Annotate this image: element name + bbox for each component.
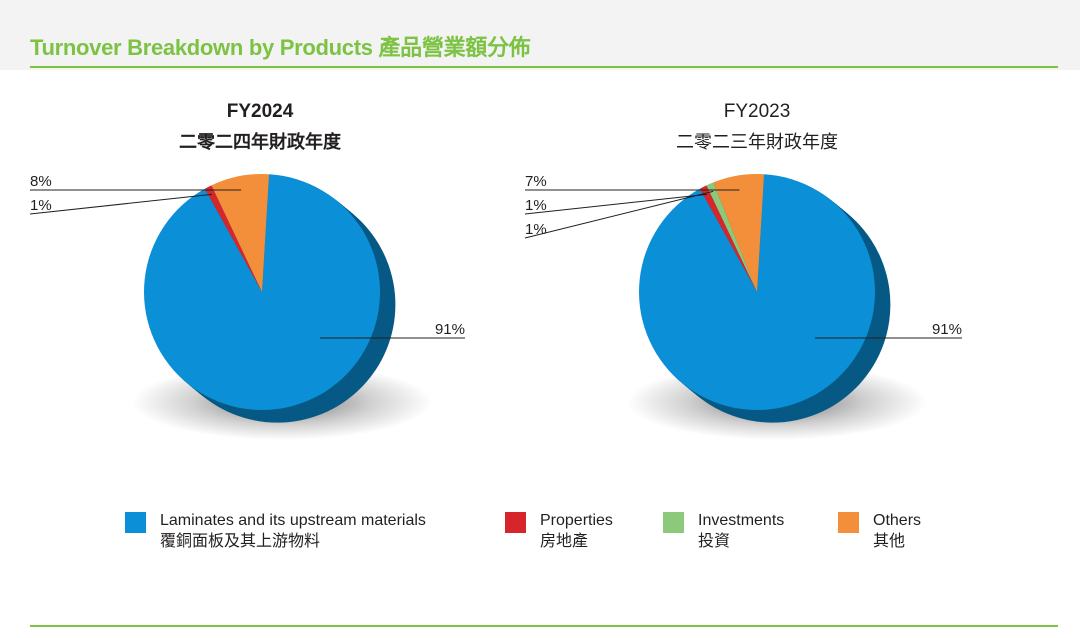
data-label: 7% <box>525 173 547 190</box>
legend-item-investments: Investments 投資 <box>663 510 784 552</box>
leader-line <box>524 193 707 215</box>
header-band <box>0 0 1080 70</box>
data-label: 1% <box>525 197 547 214</box>
legend-label-others-zh: 其他 <box>873 533 906 550</box>
chart-subtitle: 二零二三年財政年度 <box>676 132 838 152</box>
legend-label-investments: Investments <box>698 512 785 529</box>
legend-item-properties: Properties 房地產 <box>505 510 613 552</box>
pie-slice-properties <box>699 185 757 292</box>
data-label: 1% <box>30 197 52 214</box>
pie-slice-investments <box>706 182 757 292</box>
legend-label-laminates-zh: 覆銅面板及其上游物料 <box>160 533 321 550</box>
pie-slice-others <box>713 173 765 292</box>
legend-label-properties: Properties <box>540 512 613 529</box>
legend-item-laminates: Laminates and its upstream materials 覆銅面… <box>125 510 426 552</box>
pie-slice-others <box>211 173 270 292</box>
data-label: 91% <box>932 321 962 338</box>
legend: Laminates and its upstream materials 覆銅面… <box>0 510 1080 570</box>
title-divider <box>30 66 1058 68</box>
pie-charts: FY2024 二零二四年財政年度 8% 1% 91% FY2023 二零二三年財政年度 7% 1… <box>29 101 962 440</box>
legend-label-properties-zh: 房地產 <box>540 533 589 550</box>
pie-chart-FY2023: FY2023 二零二三年財政年度 7% 1% 1% 91% <box>524 101 962 440</box>
leader-line <box>29 193 212 215</box>
chart-title: FY2023 <box>724 101 791 122</box>
chart-subtitle: 二零二四年財政年度 <box>179 131 342 152</box>
pie-slice-laminates <box>144 174 381 410</box>
page-title: Turnover Breakdown by Products 產品營業額分佈 <box>30 35 531 60</box>
pie-chart-FY2024: FY2024 二零二四年財政年度 8% 1% 91% <box>29 101 465 440</box>
data-label: 8% <box>30 173 52 190</box>
legend-label-laminates: Laminates and its upstream materials <box>160 512 426 529</box>
legend-item-others: Others 其他 <box>838 510 921 552</box>
legend-label-others: Others <box>873 512 922 529</box>
legend-label-investments-zh: 投資 <box>698 533 731 550</box>
chart-title: FY2024 <box>227 101 294 122</box>
legend-swatch-investments <box>663 512 684 533</box>
bottom-divider <box>30 625 1058 627</box>
leader-line <box>524 190 714 239</box>
pie-slice-laminates <box>639 174 876 410</box>
legend-swatch-laminates <box>125 512 146 533</box>
data-label: 1% <box>525 221 547 238</box>
data-label: 91% <box>435 321 465 338</box>
legend-swatch-properties <box>505 512 526 533</box>
legend-swatch-others <box>838 512 859 533</box>
pie-slice-properties <box>204 185 262 292</box>
